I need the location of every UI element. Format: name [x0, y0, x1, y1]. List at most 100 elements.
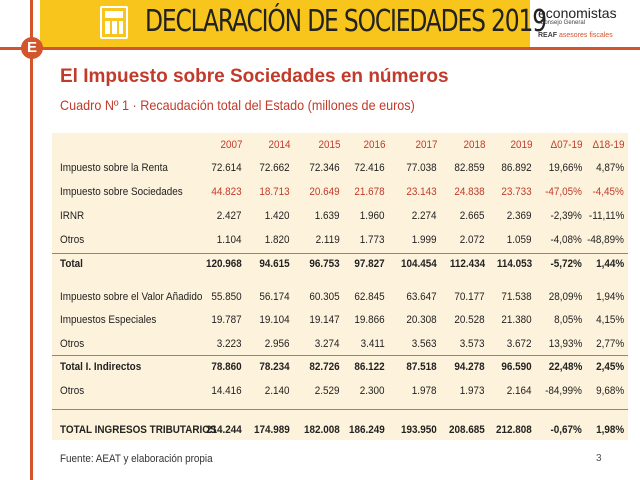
- table-cell: 86.892: [501, 162, 532, 174]
- table-cell: 18.713: [259, 186, 290, 198]
- table-cell: 44.823: [211, 186, 242, 198]
- table-cell: 1.999: [412, 234, 437, 246]
- table-cell: 3.563: [412, 338, 437, 350]
- row-label: Impuesto sobre la Renta: [60, 162, 168, 174]
- table-row: IRNR 2.427 1.420 1.639 1.960 2.274 2.665 2.369 -…: [52, 206, 628, 226]
- table-cell: 2,77%: [595, 338, 624, 350]
- table-cell: 3.573: [460, 338, 485, 350]
- row-label: TOTAL INGRESOS TRIBUTARIOS: [60, 424, 217, 436]
- table-row: Total I. Indirectos 78.860 78.234 82.726 86.…: [52, 357, 628, 377]
- table-cell: 23.733: [501, 186, 532, 198]
- table-header: 2007 2014 2015 2016 2017 2018 2019 Δ07-19 Δ18-19: [52, 135, 628, 155]
- table-row: Total 120.968 94.615 96.753 97.827 104.454 112…: [52, 254, 628, 274]
- divider: [30, 0, 33, 480]
- table-cell: 3.411: [360, 338, 385, 350]
- table-cell: 8,05%: [553, 314, 582, 326]
- page-title: El Impuesto sobre Sociedades en números: [60, 66, 449, 87]
- table-cell: 94.278: [454, 361, 485, 373]
- column-header: 2019: [509, 139, 532, 151]
- table-cell: 1.973: [460, 385, 485, 397]
- table-cell: 60.305: [309, 291, 340, 303]
- table-caption: Cuadro Nº 1 · Recaudación total del Esta…: [60, 97, 415, 113]
- data-table: 2007 2014 2015 2016 2017 2018 2019 Δ07-19 Δ18-19…: [52, 133, 628, 440]
- table-cell: 4,15%: [595, 314, 624, 326]
- table-cell: 96.590: [501, 361, 532, 373]
- table-cell: 174.989: [254, 424, 290, 436]
- table-cell: 2.164: [507, 385, 532, 397]
- table-cell: 2.956: [265, 338, 290, 350]
- table-cell: -47,05%: [545, 186, 582, 198]
- logo-sub: Consejo General: [540, 20, 586, 26]
- table-cell: 63.647: [406, 291, 437, 303]
- table-cell: 19,66%: [548, 162, 582, 174]
- table-cell: 20.528: [454, 314, 485, 326]
- row-label: Total I. Indirectos: [60, 361, 142, 373]
- table-cell: 77.038: [406, 162, 437, 174]
- table-cell: 214.244: [206, 424, 242, 436]
- header-banner: DECLARACIÓN DE SOCIEDADES 2019: [40, 0, 547, 47]
- table-cell: 19.866: [354, 314, 385, 326]
- table-row: Impuesto sobre Sociedades 44.823 18.713 20.…: [52, 182, 628, 202]
- table-cell: -48,89%: [587, 234, 624, 246]
- table-cell: 104.454: [401, 258, 437, 270]
- table-cell: 182.008: [304, 424, 340, 436]
- table-row: Otros 14.416 2.140 2.529 2.300 1.978 1.973 2.16…: [52, 381, 628, 401]
- logo: economistas: [538, 5, 617, 21]
- divider: [0, 47, 640, 50]
- table-cell: 2,45%: [595, 361, 624, 373]
- table-cell: 72.662: [259, 162, 290, 174]
- table-cell: 2.274: [412, 210, 437, 222]
- table-cell: 71.538: [501, 291, 532, 303]
- table-cell: 2.529: [315, 385, 340, 397]
- table-cell: 1,44%: [595, 258, 624, 270]
- column-header: 2007: [219, 139, 242, 151]
- table-cell: 1.639: [315, 210, 340, 222]
- table-cell: -4,08%: [550, 234, 582, 246]
- table-cell: 22,48%: [548, 361, 582, 373]
- table-cell: 3.223: [217, 338, 242, 350]
- column-header: 2016: [362, 139, 385, 151]
- column-header: Δ18-19: [592, 139, 624, 151]
- calculator-icon: [100, 6, 128, 39]
- row-divider: [52, 355, 628, 356]
- table-cell: 78.860: [211, 361, 242, 373]
- row-divider: [52, 409, 628, 410]
- table-cell: 2.300: [360, 385, 385, 397]
- table-cell: 186.249: [349, 424, 385, 436]
- table-cell: 86.122: [354, 361, 385, 373]
- table-row: TOTAL INGRESOS TRIBUTARIOS 214.244 174.989…: [52, 420, 628, 440]
- table-row: Impuesto sobre el Valor Añadido 55.850 56.…: [52, 287, 628, 307]
- table-cell: 112.434: [449, 258, 485, 270]
- table-cell: 72.614: [211, 162, 242, 174]
- table-cell: 78.234: [259, 361, 290, 373]
- table-cell: 87.518: [406, 361, 437, 373]
- table-cell: 20.649: [309, 186, 340, 198]
- table-cell: 20.308: [406, 314, 437, 326]
- table-cell: 212.808: [496, 424, 532, 436]
- page-number: 3: [596, 453, 602, 464]
- logo-reaf-text: REAF: [538, 32, 558, 39]
- table-cell: 24.838: [454, 186, 485, 198]
- table-cell: 1.773: [360, 234, 385, 246]
- logo-reaf-sub: asesores fiscales: [559, 32, 613, 39]
- table-cell: -84,99%: [545, 385, 582, 397]
- table-cell: 2.427: [217, 210, 242, 222]
- table-cell: 72.346: [309, 162, 340, 174]
- table-cell: 2.665: [460, 210, 485, 222]
- row-divider: [52, 253, 628, 254]
- table-cell: 28,09%: [548, 291, 582, 303]
- table-cell: 21.380: [501, 314, 532, 326]
- row-label: Impuesto sobre el Valor Añadido: [60, 291, 203, 303]
- table-cell: 97.827: [354, 258, 385, 270]
- row-label: IRNR: [60, 210, 85, 222]
- table-cell: 19.147: [309, 314, 340, 326]
- table-cell: 82.859: [454, 162, 485, 174]
- table-cell: 2.369: [507, 210, 532, 222]
- table-cell: 1.960: [360, 210, 385, 222]
- table-cell: 19.787: [211, 314, 242, 326]
- column-header: 2017: [414, 139, 437, 151]
- table-cell: 1,98%: [595, 424, 624, 436]
- table-cell: 2.140: [265, 385, 290, 397]
- table-cell: 3.274: [315, 338, 340, 350]
- column-header: 2018: [462, 139, 485, 151]
